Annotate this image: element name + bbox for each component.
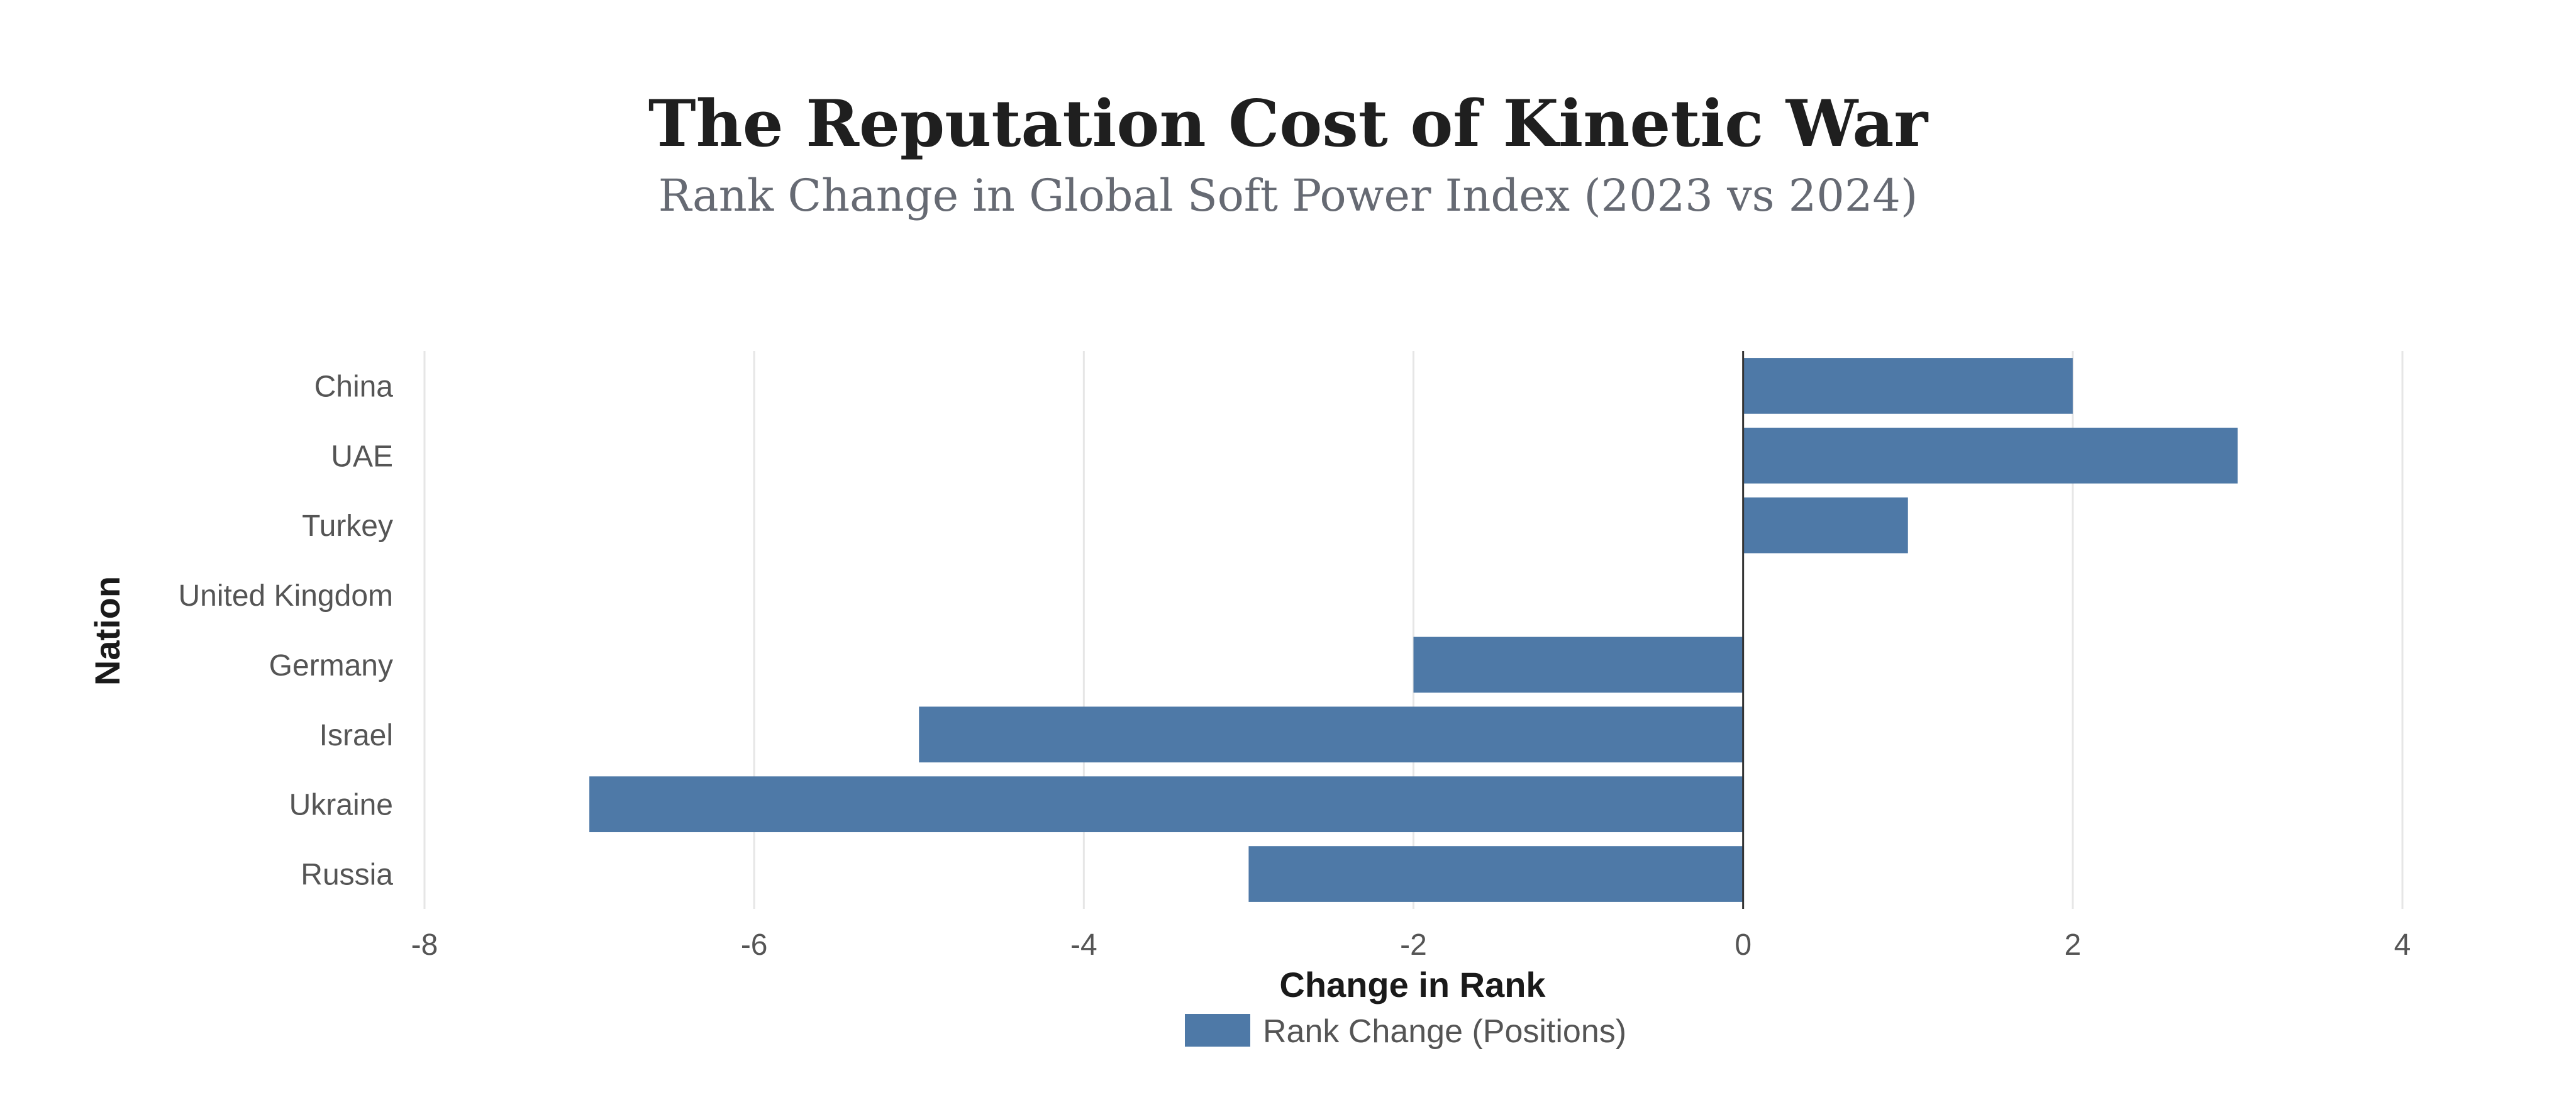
bar-turkey [1743,497,1908,554]
category-label-russia: Russia [301,859,393,892]
bars [589,358,2238,902]
bar-uae [1743,427,2238,484]
x-tick-label: -6 [741,928,768,962]
category-labels: China UAE Turkey United Kingdom Germany Israe… [178,370,393,891]
x-tick-label: 2 [2064,928,2081,962]
bar-china [1743,358,2073,414]
x-tick-label: 0 [1735,928,1752,962]
bar-russia [1248,846,1743,902]
legend: Rank Change (Positions) [1185,1013,1626,1050]
x-tick-label: -2 [1400,928,1427,962]
chart-title: The Reputation Cost of Kinetic War [648,86,1929,162]
category-label-china: China [314,370,394,403]
x-tick-label: -4 [1070,928,1097,962]
legend-swatch [1185,1014,1250,1047]
legend-label: Rank Change (Positions) [1263,1013,1626,1050]
category-label-turkey: Turkey [302,509,393,543]
y-axis-title: Nation [87,576,127,686]
x-tick-label: -8 [411,928,438,962]
category-label-uae: UAE [331,440,393,473]
bar-germany [1413,637,1743,693]
x-tick-label: 4 [2394,928,2411,962]
category-label-israel: Israel [319,719,393,752]
category-label-united-kingdom: United Kingdom [178,579,393,613]
category-label-ukraine: Ukraine [289,789,393,822]
bar-israel [919,706,1743,763]
x-tick-labels: -8 -6 -4 -2 0 2 4 [411,928,2411,962]
category-label-germany: Germany [269,649,393,682]
chart-subtitle: Rank Change in Global Soft Power Index (… [658,170,1918,221]
x-axis-title: Change in Rank [1279,965,1546,1004]
bar-ukraine [589,776,1743,833]
